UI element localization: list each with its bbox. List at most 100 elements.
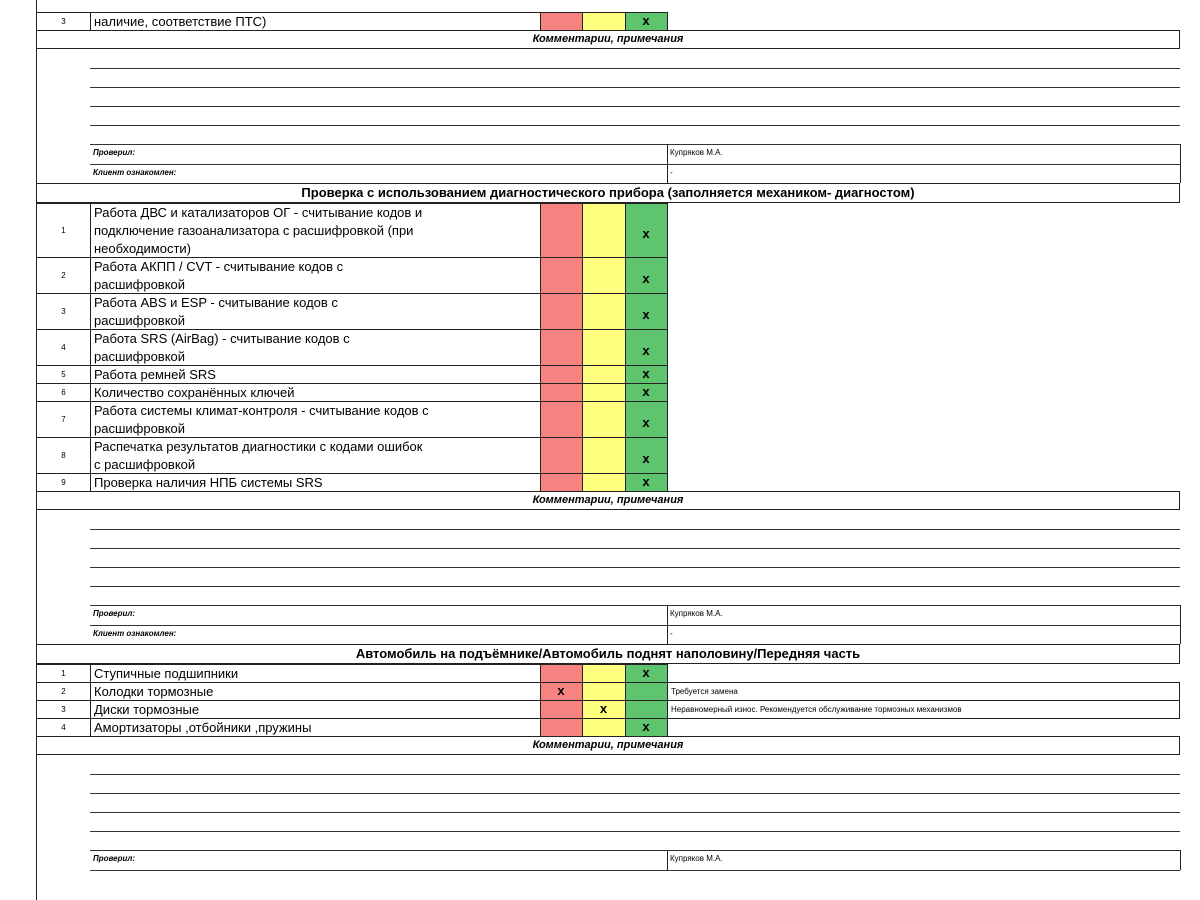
column-line xyxy=(667,164,668,183)
checked-by: Купряков М.А. xyxy=(670,854,723,863)
rule-line xyxy=(90,812,1180,813)
description-line: Работа SRS (AirBag) - считывание кодов с xyxy=(94,331,350,346)
rule-line xyxy=(90,529,1180,530)
status-cell-green xyxy=(625,257,668,294)
rule-line xyxy=(90,68,1180,69)
status-cell-yellow xyxy=(582,383,626,402)
row-note: Неравномерный износ. Рекомендуется обслу… xyxy=(667,700,1180,719)
row-description: Амортизаторы ,отбойники ,пружины xyxy=(90,718,541,737)
check-mark: x xyxy=(642,719,650,734)
column-line xyxy=(1180,625,1181,644)
checked-label: Проверил: xyxy=(93,854,136,863)
check-mark: x xyxy=(642,384,650,399)
row-number: 6 xyxy=(36,383,91,402)
rule-line xyxy=(90,125,1180,126)
rule-line xyxy=(90,774,1180,775)
status-cell-red xyxy=(540,12,583,31)
row-number: 5 xyxy=(36,365,91,384)
status-cell-red xyxy=(540,664,583,683)
checked-by: Купряков М.А. xyxy=(670,609,723,618)
comments-title: Комментарии, примечания xyxy=(36,491,1180,510)
row-description: Работа АКПП / CVT - считывание кодов с ра… xyxy=(90,257,541,294)
column-line xyxy=(1180,605,1181,625)
column-line xyxy=(667,625,668,644)
description-line: Работа ABS и ESP - считывание кодов с xyxy=(94,295,338,310)
status-cell-yellow xyxy=(582,203,626,258)
check-mark: x xyxy=(642,307,650,322)
status-cell-red xyxy=(540,383,583,402)
status-cell-yellow xyxy=(582,329,626,366)
status-cell-red xyxy=(540,401,583,438)
rule-line xyxy=(90,850,1180,851)
description-line: подключение газоанализатора с расшифровк… xyxy=(94,223,414,238)
description-line: Распечатка результатов диагностики с код… xyxy=(94,439,423,454)
description-line: расшифровкой xyxy=(94,277,186,292)
status-cell-yellow xyxy=(582,293,626,330)
description-line: расшифровкой xyxy=(94,421,186,436)
row-number: 9 xyxy=(36,473,91,492)
column-line xyxy=(667,605,668,625)
status-cell-green xyxy=(625,329,668,366)
rule-line xyxy=(90,548,1180,549)
status-cell-yellow xyxy=(582,257,626,294)
client-value: - xyxy=(670,629,673,638)
description-line: Количество сохранённых ключей xyxy=(94,385,295,400)
rule-line xyxy=(90,144,1180,145)
rule-line xyxy=(90,164,1180,165)
description-line: с расшифровкой xyxy=(94,457,196,472)
status-cell-green xyxy=(625,700,668,719)
rule-line xyxy=(90,605,1180,606)
row-number: 4 xyxy=(36,329,91,366)
rule-line xyxy=(90,793,1180,794)
checked-label: Проверил: xyxy=(93,148,136,157)
description-line: Амортизаторы ,отбойники ,пружины xyxy=(94,720,312,735)
row-description: Работа SRS (AirBag) - считывание кодов с… xyxy=(90,329,541,366)
check-mark: x xyxy=(599,701,608,716)
status-cell-yellow xyxy=(582,664,626,683)
client-label: Клиент ознакомлен: xyxy=(93,629,177,638)
status-cell-yellow xyxy=(582,12,626,31)
column-line xyxy=(1180,164,1181,183)
checked-label: Проверил: xyxy=(93,609,136,618)
description-line: наличие, соответствие ПТС) xyxy=(94,14,267,29)
status-cell-green xyxy=(625,437,668,474)
check-mark: x xyxy=(642,226,650,241)
checked-by: Купряков М.А. xyxy=(670,148,723,157)
row-number: 2 xyxy=(36,682,91,701)
status-cell-red xyxy=(540,700,583,719)
status-cell-red xyxy=(540,365,583,384)
status-cell-red xyxy=(540,718,583,737)
status-cell-red xyxy=(540,329,583,366)
rule-line xyxy=(90,625,1180,626)
row-description: Работа ДВС и катализаторов ОГ - считыван… xyxy=(90,203,541,258)
column-line xyxy=(667,144,668,164)
row-description: Работа ABS и ESP - считывание кодов с рас… xyxy=(90,293,541,330)
description-line: Работа ДВС и катализаторов ОГ - считыван… xyxy=(94,205,423,220)
rule-line xyxy=(90,586,1180,587)
row-description: Диски тормозные xyxy=(90,700,541,719)
status-cell-green xyxy=(625,682,668,701)
row-number: 3 xyxy=(36,700,91,719)
check-mark: x xyxy=(642,451,650,466)
rule-line xyxy=(90,567,1180,568)
row-description: Распечатка результатов диагностики с код… xyxy=(90,437,541,474)
section-title: Автомобиль на подъёмнике/Автомобиль подн… xyxy=(36,644,1180,664)
status-cell-red xyxy=(540,203,583,258)
description-line: Ступичные подшипники xyxy=(94,666,239,681)
column-line xyxy=(1180,144,1181,164)
status-cell-yellow xyxy=(582,365,626,384)
status-cell-yellow xyxy=(582,437,626,474)
status-cell-green xyxy=(625,401,668,438)
row-description: Работа ремней SRS xyxy=(90,365,541,384)
row-number: 3 xyxy=(36,12,91,31)
row-description: Проверка наличия НПБ системы SRS xyxy=(90,473,541,492)
client-label: Клиент ознакомлен: xyxy=(93,168,177,177)
description-line: необходимости) xyxy=(94,241,192,256)
row-number: 7 xyxy=(36,401,91,438)
description-line: расшифровкой xyxy=(94,313,186,328)
description-line: расшифровкой xyxy=(94,349,186,364)
status-cell-red xyxy=(540,293,583,330)
description-line: Работа системы климат-контроля - считыва… xyxy=(94,403,429,418)
check-mark: x xyxy=(642,415,650,430)
